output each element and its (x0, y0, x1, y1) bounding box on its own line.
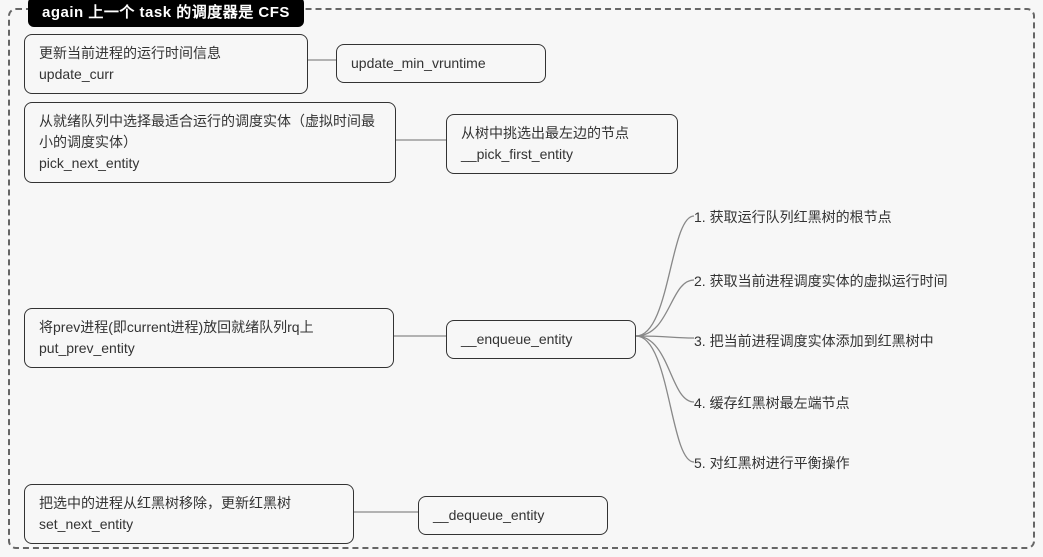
node-text: 把选中的进程从红黑树移除，更新红黑树 (39, 493, 339, 514)
node-pick-next-entity: 从就绪队列中选择最适合运行的调度实体（虚拟时间最小的调度实体） pick_nex… (24, 102, 396, 183)
node-pick-first-entity: 从树中挑选出最左边的节点 __pick_first_entity (446, 114, 678, 174)
node-func: update_curr (39, 64, 293, 85)
node-func: put_prev_entity (39, 338, 379, 359)
node-enqueue-entity: __enqueue_entity (446, 320, 636, 359)
enqueue-step-3: 3. 把当前进程调度实体添加到红黑树中 (694, 330, 934, 352)
enqueue-step-2: 2. 获取当前进程调度实体的虚拟运行时间 (694, 270, 948, 292)
enqueue-step-5: 5. 对红黑树进行平衡操作 (694, 452, 850, 474)
node-func: __enqueue_entity (461, 329, 621, 350)
enqueue-step-4: 4. 缓存红黑树最左端节点 (694, 392, 850, 414)
node-func: update_min_vruntime (351, 53, 531, 74)
node-text: 更新当前进程的运行时间信息 (39, 43, 293, 64)
diagram-container: again 上一个 task 的调度器是 CFS 更新当前进程的运行时间信息 u… (8, 8, 1035, 549)
node-func: __pick_first_entity (461, 144, 663, 165)
node-update-min-vruntime: update_min_vruntime (336, 44, 546, 83)
node-text: 将prev进程(即current进程)放回就绪队列rq上 (39, 317, 379, 338)
node-text: 从就绪队列中选择最适合运行的调度实体（虚拟时间最小的调度实体） (39, 111, 381, 153)
title-badge: again 上一个 task 的调度器是 CFS (28, 0, 304, 27)
enqueue-step-1: 1. 获取运行队列红黑树的根节点 (694, 206, 892, 228)
node-func: __dequeue_entity (433, 505, 593, 526)
node-set-next-entity: 把选中的进程从红黑树移除，更新红黑树 set_next_entity (24, 484, 354, 544)
node-put-prev-entity: 将prev进程(即current进程)放回就绪队列rq上 put_prev_en… (24, 308, 394, 368)
node-func: set_next_entity (39, 514, 339, 535)
node-update-curr: 更新当前进程的运行时间信息 update_curr (24, 34, 308, 94)
node-dequeue-entity: __dequeue_entity (418, 496, 608, 535)
node-text: 从树中挑选出最左边的节点 (461, 123, 663, 144)
node-func: pick_next_entity (39, 153, 381, 174)
